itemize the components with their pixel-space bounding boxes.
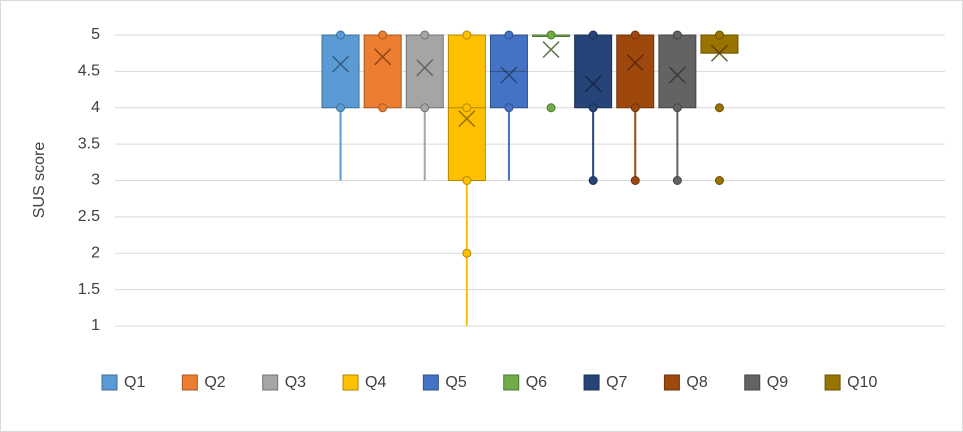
data-point — [546, 103, 556, 113]
box — [321, 34, 360, 109]
data-point — [462, 30, 472, 40]
mean-marker — [542, 41, 560, 59]
legend-label: Q5 — [445, 374, 466, 391]
legend-label: Q7 — [606, 374, 627, 391]
y-axis-label: SUS score — [31, 142, 48, 219]
data-point — [714, 30, 724, 40]
data-point — [420, 103, 430, 113]
data-point — [462, 103, 472, 113]
legend-swatch — [342, 374, 359, 391]
data-point — [630, 176, 640, 185]
legend-label: Q10 — [847, 374, 877, 391]
y-tick-label: 4 — [91, 99, 100, 116]
data-point — [378, 30, 388, 40]
y-tick-label: 2 — [91, 244, 100, 261]
box — [363, 34, 402, 109]
data-point — [588, 103, 598, 113]
data-point — [630, 30, 640, 40]
data-point — [672, 30, 682, 40]
y-tick-label: 4.5 — [78, 63, 100, 80]
mean-marker — [374, 48, 392, 66]
legend-swatch — [663, 374, 680, 391]
legend-swatch — [503, 374, 520, 391]
legend-swatch — [422, 374, 439, 391]
y-tick-label: 1.5 — [78, 281, 100, 298]
data-point — [462, 248, 472, 258]
box — [574, 34, 613, 109]
mean-marker — [500, 66, 518, 84]
data-point — [672, 176, 682, 185]
legend-swatch — [262, 374, 279, 391]
data-point — [714, 176, 724, 185]
data-point — [630, 103, 640, 113]
mean-marker — [332, 55, 350, 73]
y-tick-label: 3 — [91, 172, 100, 189]
box — [405, 34, 444, 109]
mean-marker — [710, 44, 728, 62]
mean-marker — [416, 59, 434, 77]
data-point — [504, 30, 514, 40]
y-tick-label: 3.5 — [78, 135, 100, 152]
y-tick-label: 5 — [91, 26, 100, 43]
data-point — [546, 30, 556, 40]
legend-label: Q4 — [365, 374, 386, 391]
y-tick-label: 1 — [91, 317, 100, 334]
data-point — [672, 103, 682, 113]
mean-marker — [626, 54, 644, 72]
data-point — [462, 176, 472, 185]
legend-swatch — [824, 374, 841, 391]
legend-swatch — [181, 374, 198, 391]
legend-swatch — [101, 374, 118, 391]
mean-marker — [668, 66, 686, 84]
legend-swatch — [744, 374, 761, 391]
data-point — [420, 30, 430, 40]
legend-label: Q9 — [767, 374, 788, 391]
box — [658, 34, 697, 109]
legend-label: Q2 — [204, 374, 225, 391]
data-point — [588, 176, 598, 185]
data-point — [336, 30, 346, 40]
mean-marker — [458, 110, 476, 128]
legend-swatch — [583, 374, 600, 391]
data-point — [378, 103, 388, 113]
mean-marker — [584, 75, 602, 93]
legend-label: Q3 — [285, 374, 306, 391]
box — [616, 34, 655, 109]
data-point — [336, 103, 346, 113]
y-tick-label: 2.5 — [78, 208, 100, 225]
legend-label: Q8 — [686, 374, 707, 391]
data-point — [714, 103, 724, 113]
legend-label: Q6 — [526, 374, 547, 391]
data-point — [504, 103, 514, 113]
legend-label: Q1 — [124, 374, 145, 391]
data-point — [588, 30, 598, 40]
